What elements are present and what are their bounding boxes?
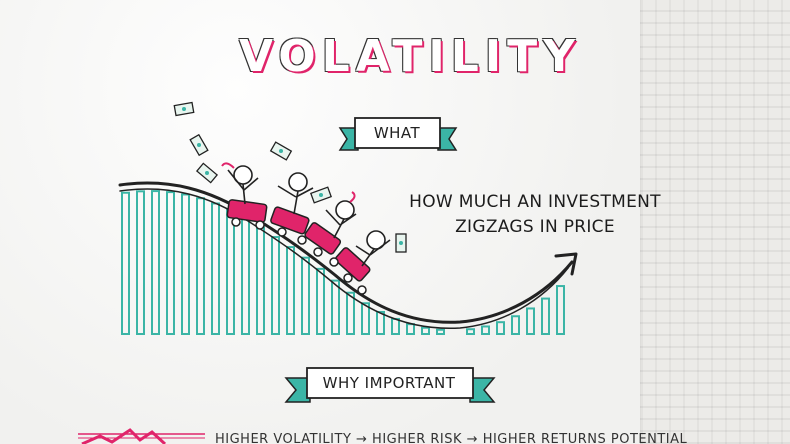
support-bar (331, 279, 340, 335)
why-important-banner-label: WHY IMPORTANT (322, 374, 456, 392)
support-bar (256, 226, 265, 335)
support-bar (421, 326, 430, 335)
support-bar (301, 256, 310, 335)
coaster-track-inner (119, 188, 569, 330)
support-bar (241, 217, 250, 335)
napkin-quilted-edge (640, 0, 790, 444)
trend-arrow-icon (554, 252, 578, 276)
support-bar (121, 191, 130, 335)
support-bar (361, 302, 370, 335)
what-banner (338, 117, 458, 151)
what-banner-label: WHAT (373, 124, 421, 142)
money-bill-marks (182, 107, 403, 245)
support-bar (271, 236, 280, 335)
page-title: VOLATILITY (238, 31, 582, 82)
support-bar (511, 315, 520, 335)
riders (221, 162, 391, 267)
support-bar (541, 297, 550, 335)
bottom-chart-doodle (78, 428, 205, 444)
support-bar (181, 193, 190, 335)
support-bar (481, 325, 490, 335)
bottom-caption: HIGHER VOLATILITY → HIGHER RISK → HIGHER… (215, 432, 688, 444)
support-bar (406, 323, 415, 335)
support-bar (376, 310, 385, 335)
support-bar (496, 321, 505, 335)
support-bar (391, 317, 400, 335)
support-bar (286, 246, 295, 335)
support-bar (151, 190, 160, 335)
support-bar (211, 202, 220, 335)
why-important-banner (284, 367, 496, 403)
support-bar (166, 191, 175, 335)
support-bar (196, 197, 205, 335)
support-bar (526, 307, 535, 335)
support-bar (556, 285, 565, 335)
definition-text: HOW MUCH AN INVESTMENT ZIGZAGS IN PRICE (385, 190, 685, 240)
coaster-track (118, 181, 574, 324)
coaster-cars (226, 199, 371, 295)
definition-line-2: ZIGZAGS IN PRICE (455, 217, 615, 237)
support-bar (316, 267, 325, 335)
definition-line-1: HOW MUCH AN INVESTMENT (409, 192, 661, 212)
support-bar (436, 328, 445, 335)
support-bar (346, 291, 355, 335)
support-bar (226, 209, 235, 335)
support-bar (466, 328, 475, 335)
support-bar (136, 190, 145, 335)
